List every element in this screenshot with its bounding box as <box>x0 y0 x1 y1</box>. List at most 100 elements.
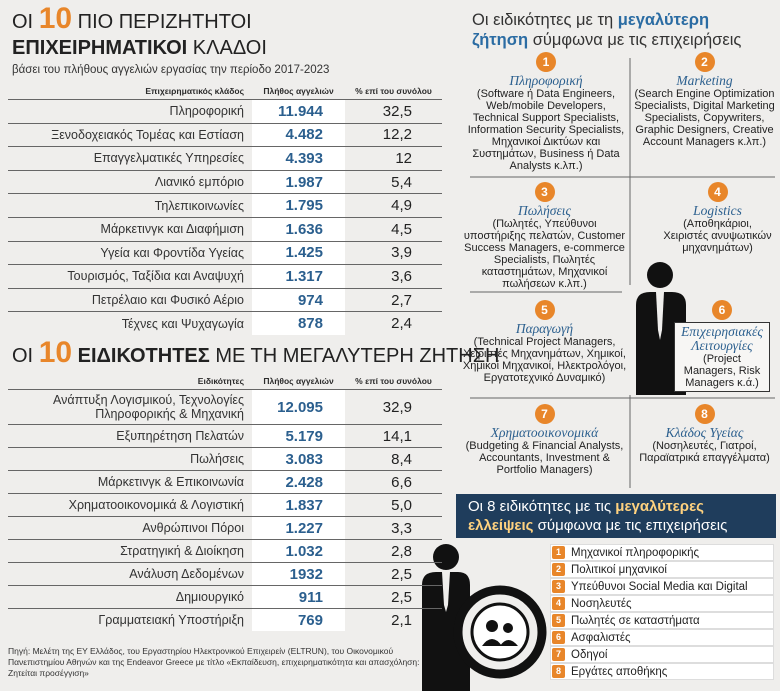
row-label: Ανάπτυξη Λογισμικού, Τεχνολογίες Πληροφο… <box>53 393 244 421</box>
number-badge: 6 <box>712 300 732 320</box>
shortage-item: 3 Υπεύθυνοι Social Media και Digital <box>550 578 774 595</box>
row-label: Χρηματοοικονομικά & Λογιστική <box>68 498 244 512</box>
number-badge: 3 <box>552 580 565 593</box>
item-title: Παραγωγή <box>515 321 574 336</box>
percent: 2,5 <box>391 565 412 583</box>
number-badge: 6 <box>552 631 565 644</box>
number-badge: 5 <box>552 614 565 627</box>
table-row: Στρατηγική & Διοίκηση 1.032 2,8 <box>8 539 442 562</box>
shortage-title: Οι 8 ειδικότητες με τις μεγαλύτερες ελλε… <box>456 494 776 538</box>
percent: 2,1 <box>391 611 412 629</box>
count: 1.317 <box>252 265 345 288</box>
title-word: Οι ειδικότητες με τη <box>472 11 614 29</box>
title-word: ΕΠΙΧΕΙΡΗΜΑΤΙΚΟΙ <box>12 37 188 59</box>
shortage-item: 4 Νοσηλευτές <box>550 595 774 612</box>
item-title: Marketing <box>676 73 733 88</box>
row-label: Μάρκετινγκ & Επικοινωνία <box>97 475 244 489</box>
shortage-item: 1 Μηχανικοί πληροφορικής <box>550 544 774 561</box>
shortage-label: Ασφαλιστές <box>571 631 631 644</box>
specialty-item: 7 Χρηματοοικονομικά (Budgeting & Financial… <box>462 404 627 476</box>
row-label: Τουρισμός, Ταξίδια και Αναψυχή <box>67 269 244 284</box>
percent: 3,3 <box>391 519 412 537</box>
shortage-item: 5 Πωλητές σε καταστήματα <box>550 612 774 629</box>
table-row: Ανάλυση Δεδομένων 1932 2,5 <box>8 562 442 585</box>
percent: 2,4 <box>391 315 412 333</box>
item-description: (Project Managers, Risk Managers κ.ά.) <box>683 353 761 389</box>
number-badge: 4 <box>707 182 728 202</box>
row-label: Πετρέλαιο και Φυσικό Αέριο <box>91 293 244 308</box>
table-row: Εξυπηρέτηση Πελατών 5.179 14,1 <box>8 424 442 447</box>
table-row: Μάρκετινγκ & Επικοινωνία 2.428 6,6 <box>8 470 442 493</box>
title-word: ΟΙ <box>12 345 34 367</box>
title-1: ΟΙ 10 ΠΙΟ ΠΕΡΙΖΗΤΗΤΟΙ ΕΠΙΧΕΙΡΗΜΑΤΙΚΟΙ ΚΛ… <box>12 4 267 61</box>
row-label: Εξυπηρέτηση Πελατών <box>116 429 244 443</box>
title-word: ΟΙ <box>12 11 34 33</box>
row-label: Στρατηγική & Διοίκηση <box>120 544 244 558</box>
table-row: Ανθρώπινοι Πόροι 1.227 3,3 <box>8 516 442 539</box>
number-badge: 5 <box>534 300 555 320</box>
percent: 3,9 <box>391 244 412 262</box>
title-word: μεγαλύτερες <box>615 498 704 515</box>
shortage-item: 7 Οδηγοί <box>550 646 774 663</box>
percent: 32,9 <box>382 398 412 416</box>
count: 1.837 <box>252 494 345 516</box>
title-word: σύμφωνα με τις επιχειρήσεις <box>537 517 728 534</box>
shortage-label: Πωλητές σε καταστήματα <box>571 614 700 627</box>
row-label: Μάρκετινγκ και Διαφήμιση <box>100 222 244 237</box>
row-label: Πωλήσεις <box>190 452 244 466</box>
row-label: Πληροφορική <box>169 104 244 119</box>
percent: 32,5 <box>382 102 412 120</box>
specialty-item: 3 Πωλήσεις (Πωλητές, Υπεύθυνοι υποστήριξης… <box>462 182 627 290</box>
table-row: Χρηματοοικονομικά & Λογιστική 1.837 5,0 <box>8 493 442 516</box>
shortage-label: Νοσηλευτές <box>571 597 632 610</box>
percent: 8,4 <box>391 450 412 468</box>
table-row: Μάρκετινγκ και Διαφήμιση 1.636 4,5 <box>8 216 442 241</box>
count: 974 <box>252 288 345 312</box>
item-description: (Αποθηκάριοι, Χειριστές ανυψωτικών μηχαν… <box>663 218 772 254</box>
column-header: Ειδικότητες <box>197 376 244 386</box>
count: 12.095 <box>252 390 345 424</box>
title-word: ζήτηση <box>472 31 529 49</box>
shortage-label: Μηχανικοί πληροφορικής <box>571 546 700 559</box>
count: 1.227 <box>252 517 345 539</box>
count: 1.032 <box>252 540 345 562</box>
specialty-item: 8 Κλάδος Υγείας (Νοσηλευτές, Γιατροί, Παρα… <box>632 404 777 464</box>
shortage-label: Πολιτικοί μηχανικοί <box>571 563 667 576</box>
percent: 5,4 <box>391 173 412 191</box>
title-word: ΕΙΔΙΚΟΤΗΤΕΣ <box>77 345 210 367</box>
count: 1.987 <box>252 170 345 194</box>
table-row: Πετρέλαιο και Φυσικό Αέριο 974 2,7 <box>8 287 442 312</box>
shortage-label: Οδηγοί <box>571 648 608 661</box>
count: 3.083 <box>252 448 345 470</box>
item-description: (Πωλητές, Υπεύθυνοι υποστήριξης πελατών,… <box>463 218 626 290</box>
item-title: Logistics <box>693 203 742 218</box>
specialty-item: 4 Logistics (Αποθηκάριοι, Χειριστές ανυψωτ… <box>660 182 775 254</box>
shortage-label: Εργάτες αποθήκης <box>571 665 668 678</box>
count: 1.795 <box>252 194 345 217</box>
number-badge: 2 <box>552 563 565 576</box>
count: 1.636 <box>252 217 345 241</box>
item-title: Χρηματοοικονομικά <box>490 425 599 440</box>
number-badge: 7 <box>552 648 565 661</box>
row-label: Τέχνες και Ψυχαγωγία <box>121 316 244 331</box>
shortage-label: Υπεύθυνοι Social Media και Digital <box>571 580 748 593</box>
table: Επιχειρηματικός κλάδος Πλήθος αγγελιών % ε… <box>8 82 442 335</box>
table-row: Τηλεπικοινωνίες 1.795 4,9 <box>8 193 442 217</box>
item-description: (Technical Project Managers, Χειριστές Μ… <box>462 336 627 384</box>
source: Πηγή: Μελέτη της ΕΥ Ελλάδος, του Εργαστη… <box>8 646 420 678</box>
row-label: Ανθρώπινοι Πόροι <box>142 521 244 535</box>
specialty-item: 6 Επιχειρησιακές Λειτουργίες (Project Mana… <box>674 300 770 392</box>
count: 878 <box>252 312 345 335</box>
percent: 4,5 <box>391 220 412 238</box>
count: 11.944 <box>252 100 345 123</box>
column-header: Πλήθος αγγελιών <box>263 376 334 386</box>
percent: 6,6 <box>391 473 412 491</box>
count: 2.428 <box>252 471 345 493</box>
row-label: Ξενοδοχειακός Τομέας και Εστίαση <box>51 127 244 142</box>
specialty-item: 1 Πληροφορική (Software ή Data Engineers, … <box>462 52 630 172</box>
title-word: μεγαλύτερη <box>617 11 710 29</box>
item-description: (Software ή Data Engineers, Web/mobile D… <box>467 88 625 172</box>
percent: 2,5 <box>391 588 412 606</box>
count: 1.425 <box>252 241 345 265</box>
